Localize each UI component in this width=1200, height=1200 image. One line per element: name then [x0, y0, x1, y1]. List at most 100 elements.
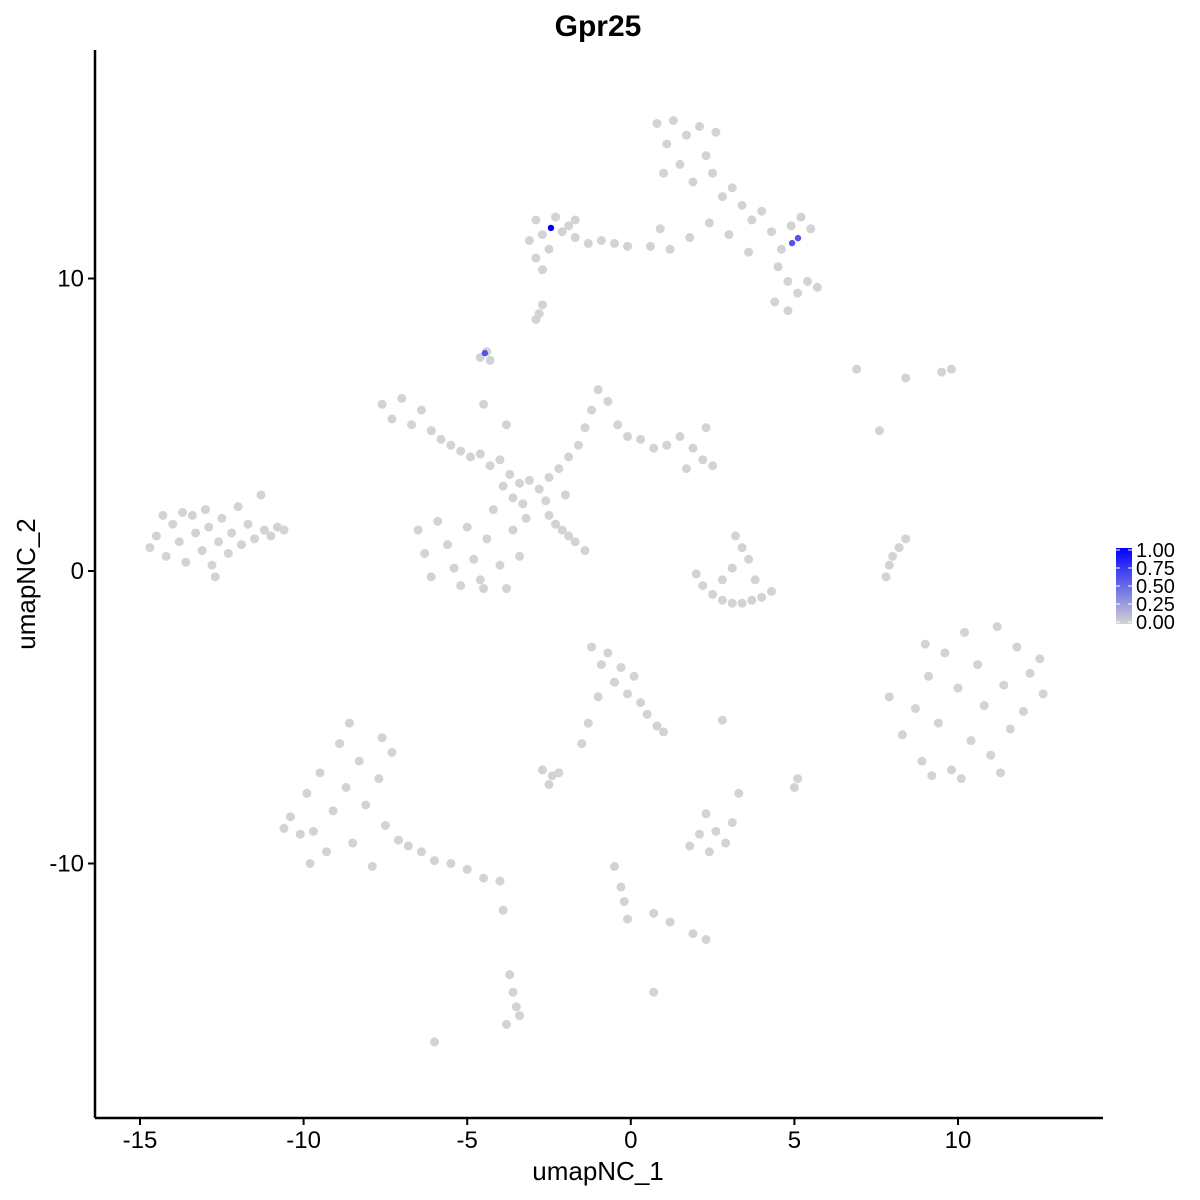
point [515, 478, 525, 488]
point [554, 768, 564, 778]
point [910, 703, 920, 713]
point [488, 505, 498, 515]
point [580, 546, 590, 556]
point [279, 823, 289, 833]
point [531, 215, 541, 225]
point [737, 543, 747, 553]
point [616, 663, 626, 673]
point [701, 423, 711, 433]
point [501, 420, 511, 430]
point [426, 572, 436, 582]
point [757, 206, 767, 216]
point [498, 905, 508, 915]
point [479, 873, 489, 883]
point [623, 241, 633, 251]
point [335, 739, 345, 749]
point [233, 502, 243, 512]
point [564, 452, 574, 462]
point [564, 531, 574, 541]
point [214, 537, 224, 547]
point [174, 537, 184, 547]
point [577, 739, 587, 749]
point [295, 829, 305, 839]
point [570, 233, 580, 243]
point [573, 440, 583, 450]
point [508, 525, 518, 535]
point [495, 560, 505, 570]
point [501, 1019, 511, 1029]
point [596, 660, 606, 670]
point [204, 522, 214, 532]
point [623, 431, 633, 441]
point [521, 513, 531, 523]
point [570, 537, 580, 547]
point [456, 446, 466, 456]
point [377, 733, 387, 743]
point [675, 431, 685, 441]
x-tick-label: 0 [624, 1127, 637, 1154]
point [479, 399, 489, 409]
point [979, 701, 989, 711]
point [992, 622, 1002, 632]
point [708, 168, 718, 178]
point [531, 253, 541, 263]
point [806, 224, 816, 234]
x-ticks: -15 -10 -5 0 5 10 [123, 1118, 972, 1154]
point [515, 551, 525, 561]
point [793, 288, 803, 298]
point [266, 531, 276, 541]
colorbar-gradient [1116, 548, 1132, 624]
point [744, 247, 754, 257]
point [367, 861, 377, 871]
point [1038, 689, 1048, 699]
point [711, 826, 721, 836]
point [796, 212, 806, 222]
point [1035, 654, 1045, 664]
point [446, 859, 456, 868]
point [717, 575, 727, 585]
point [587, 642, 597, 652]
point [279, 525, 289, 535]
point [704, 218, 714, 228]
point [207, 560, 217, 570]
point [531, 314, 541, 324]
point [724, 230, 734, 240]
point [623, 689, 633, 699]
point [161, 551, 171, 561]
point [688, 177, 698, 187]
point [711, 127, 721, 137]
point [629, 671, 639, 681]
point [551, 519, 561, 529]
point [649, 443, 659, 453]
points-layer [145, 116, 1048, 1047]
point [727, 183, 737, 193]
point [783, 276, 793, 286]
point [649, 987, 659, 997]
point [665, 244, 675, 254]
point [685, 233, 695, 243]
point [429, 1037, 439, 1047]
point [897, 730, 907, 740]
y-tick-label: 10 [57, 266, 84, 293]
point [708, 461, 718, 471]
point [462, 522, 472, 532]
point [593, 692, 603, 702]
point [475, 449, 485, 459]
point [675, 159, 685, 169]
y-tick-label: -10 [49, 851, 84, 878]
point [717, 595, 727, 605]
point [609, 677, 619, 687]
point [616, 882, 626, 892]
point [940, 648, 950, 658]
point [662, 139, 672, 149]
point [191, 528, 201, 538]
point [773, 262, 783, 272]
point [665, 917, 675, 927]
point [704, 847, 714, 857]
point [544, 472, 554, 482]
x-tick-label: 10 [945, 1127, 972, 1154]
point [927, 771, 937, 781]
point [668, 116, 678, 126]
point [636, 698, 646, 708]
point [717, 192, 727, 202]
